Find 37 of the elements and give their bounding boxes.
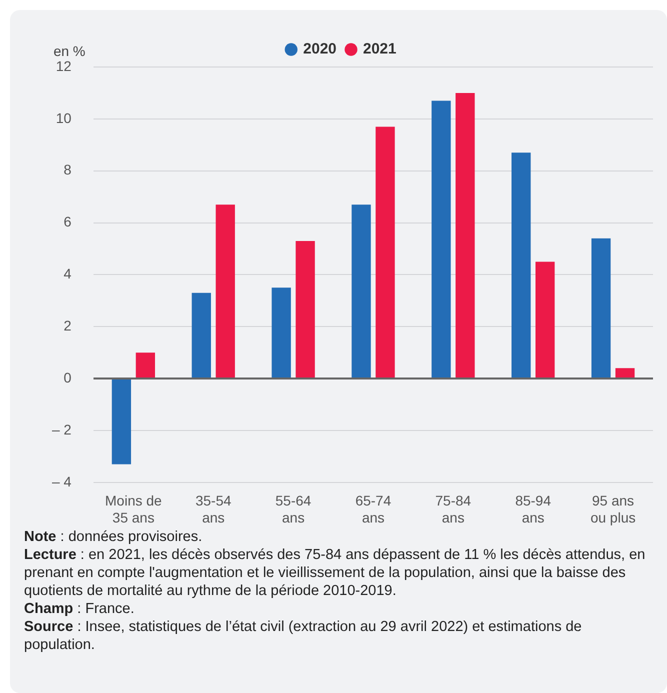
y-tick-label: 0 [64,369,72,386]
x-tick-label: 85-94 ans [515,492,552,526]
bar [615,368,635,378]
legend-label: 2020 [303,40,337,58]
bar [352,204,371,378]
bar [456,92,475,378]
bar [296,240,315,378]
x-tick-label: 65-74 ans [355,492,392,526]
x-tick-label: 55-64 ans [275,492,312,526]
x-tick-label: 95 ans ou plus [590,492,636,526]
x-tick-label: 35-54 ans [195,492,232,526]
bar [112,380,132,464]
legend-label: 2021 [363,40,396,58]
text: Champ : France. [24,600,136,618]
bar [216,204,235,378]
bar [591,238,611,378]
bar [432,100,451,378]
y-tick-label: 8 [64,162,72,178]
text: Lecture : en 2021, les décès observés des 75-84 ans dépassent de 11 % les décès attendus, en prenant en compte l'augmentation et le vieillissement de la population, ainsi que la baisse des quotients de mortalité au rythme de la période 2010-2019. [24,546,646,600]
y-tick-label: 12 [56,58,72,74]
bar [535,262,555,378]
bar [376,126,395,378]
y-axis-title: en % [53,42,86,59]
x-tick-label: Moins de 35 ans [105,492,162,526]
y-tick-label: 10 [56,110,72,126]
y-tick-label: 2 [64,317,72,334]
y-tick-label: 4 [64,266,72,282]
bar [192,292,211,378]
text: Note : données provisoires. [24,528,204,546]
y-tick-label: 6 [64,214,72,230]
bar [136,352,156,378]
y-tick-label: – 4 [52,473,72,490]
x-tick-label: 75-84 ans [435,492,472,526]
bar [512,152,531,378]
source-note: Source : Insee, statistiques de l’état civil (extraction au 29 avril 2022) et estimations de population. [24,618,583,654]
bar [272,288,291,378]
y-tick-label: – 2 [52,421,72,438]
